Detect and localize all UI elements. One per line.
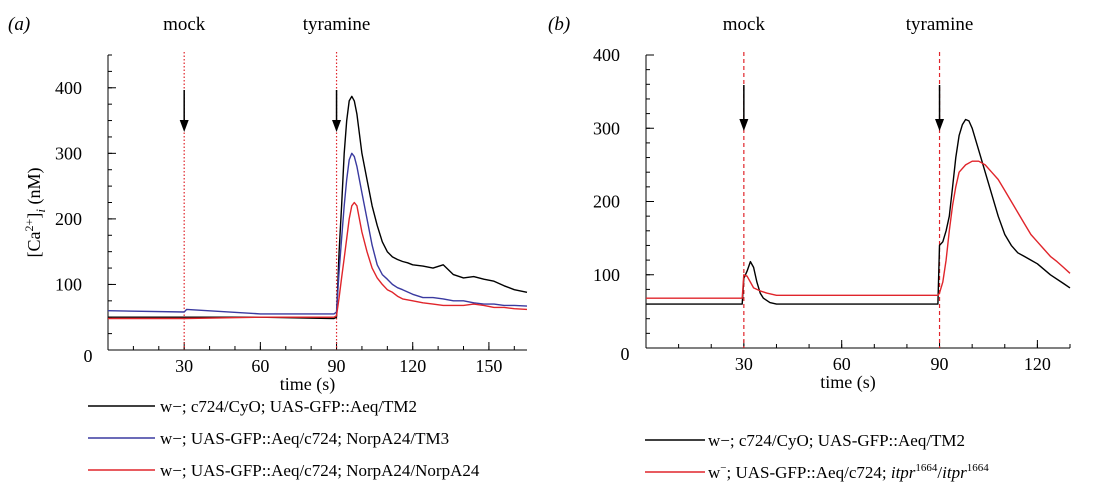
x-axis-label: time (s) xyxy=(820,372,876,393)
y-tick-label: 200 xyxy=(593,192,620,212)
origin-label: 0 xyxy=(84,346,93,366)
x-tick-label: 60 xyxy=(833,354,851,374)
legend-label: w−; UAS-GFP::Aeq/c724; NorpA24/TM3 xyxy=(160,429,449,448)
x-tick-label: 90 xyxy=(931,354,949,374)
series-line-1 xyxy=(646,118,1071,305)
y-tick-label: 100 xyxy=(55,274,82,294)
stimulus-label: tyramine xyxy=(303,14,371,35)
panel-label: (a) xyxy=(8,14,30,35)
stimulus-label: tyramine xyxy=(906,14,974,35)
x-axis-label: time (s) xyxy=(280,374,336,395)
series-line-2 xyxy=(107,152,528,315)
x-tick-label: 120 xyxy=(399,356,426,376)
y-tick-label: 400 xyxy=(593,45,620,65)
y-tick-label: 100 xyxy=(593,265,620,285)
legend-label: w−; c724/CyO; UAS-GFP::Aeq/TM2 xyxy=(160,397,417,416)
y-tick-label: 200 xyxy=(55,209,82,229)
legend-label: w−; c724/CyO; UAS-GFP::Aeq/TM2 xyxy=(708,431,965,450)
panel-label: (b) xyxy=(548,14,570,35)
x-tick-label: 90 xyxy=(328,356,346,376)
series-line-2 xyxy=(646,160,1071,299)
legend-label: w−; UAS-GFP::Aeq/c724; itpr1664/itpr1664 xyxy=(708,462,989,482)
stimulus-arrow-head xyxy=(739,119,749,131)
y-axis-label: [Ca2+]i (nM) xyxy=(22,168,48,258)
stimulus-arrow-head xyxy=(935,119,945,131)
panel-b: (b) 100 200 300 400 30 60 90 120 0 time (s) mock tyr… xyxy=(548,14,1071,393)
x-tick-label: 30 xyxy=(175,356,193,376)
y-tick-label: 300 xyxy=(593,118,620,138)
x-tick-label: 120 xyxy=(1024,354,1051,374)
series-line-1 xyxy=(108,95,528,320)
y-tick-label: 400 xyxy=(55,78,82,98)
legend-label: w−; UAS-GFP::Aeq/c724; NorpA24/NorpA24 xyxy=(160,461,480,480)
x-tick-label: 30 xyxy=(735,354,753,374)
stimulus-arrow-head xyxy=(332,120,342,132)
stimulus-label: mock xyxy=(723,14,766,35)
x-tick-label: 60 xyxy=(251,356,269,376)
stimulus-label: mock xyxy=(163,14,206,35)
series-line-3 xyxy=(108,201,528,320)
x-tick-label: 150 xyxy=(475,356,502,376)
origin-label: 0 xyxy=(621,344,630,364)
y-tick-label: 300 xyxy=(55,143,82,163)
stimulus-arrow-head xyxy=(179,120,189,132)
panel-a: (a) 100 200 300 400 30 60 90 120 150 0 time (s) [Ca2… xyxy=(8,14,528,395)
